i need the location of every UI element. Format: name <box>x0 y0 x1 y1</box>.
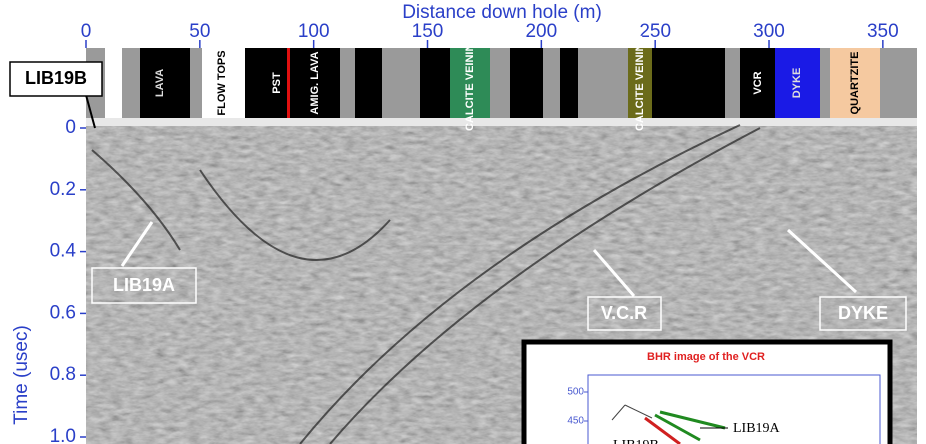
x-tick-label: 200 <box>525 21 557 42</box>
strip-log-label: CALCITE VEINING <box>634 35 646 131</box>
x-tick-label: 150 <box>412 21 444 42</box>
x-tick-label: 300 <box>753 21 785 42</box>
inset-tick-label: 450 <box>567 416 584 427</box>
x-tick-label: 350 <box>867 21 899 42</box>
strip-log-label: VCR <box>752 71 764 94</box>
x-tick-label: 0 <box>81 21 92 42</box>
y-axis-title: Time (usec) <box>11 325 32 425</box>
inset-title: BHR image of the VCR <box>647 351 765 363</box>
y-tick-label: 0.2 <box>50 179 76 200</box>
strip-log-label: LAVA <box>154 69 166 97</box>
annotation: LIB19A <box>113 275 175 295</box>
strip-log-label: CALCITE VEINING <box>464 35 476 131</box>
chart: Distance down hole (m) Time (usec) 0 50 10… <box>0 0 926 444</box>
page: Distance down hole (m) Time (usec) 0 50 10… <box>0 0 926 444</box>
y-tick-label: 0 <box>65 117 76 138</box>
strip-log-label: AMIG. LAVA <box>309 51 321 114</box>
strip-log-label: QUARTZITE <box>849 52 861 115</box>
x-tick-label: 50 <box>189 21 210 42</box>
strip-log-label: PST <box>271 72 283 94</box>
annotation: DYKE <box>838 303 888 323</box>
annotation: V.C.R <box>601 303 647 323</box>
strip-log-label: DYKE <box>791 68 803 99</box>
direct-wave <box>86 118 917 126</box>
inset-tick-label: 500 <box>567 387 584 398</box>
y-tick-label: 0.8 <box>50 364 76 385</box>
inset-label: LIB19B <box>613 438 659 444</box>
strip-log-label: FLOW TOPS <box>216 50 228 115</box>
x-axis-title: Distance down hole (m) <box>402 2 602 23</box>
annotation: LIB19B <box>25 68 87 88</box>
x-tick-label: 100 <box>298 21 330 42</box>
y-tick-label: 1.0 <box>50 426 76 444</box>
y-tick-label: 0.6 <box>50 302 76 323</box>
y-tick-label: 0.4 <box>50 241 77 262</box>
inset-label: LIB19A <box>733 421 781 436</box>
